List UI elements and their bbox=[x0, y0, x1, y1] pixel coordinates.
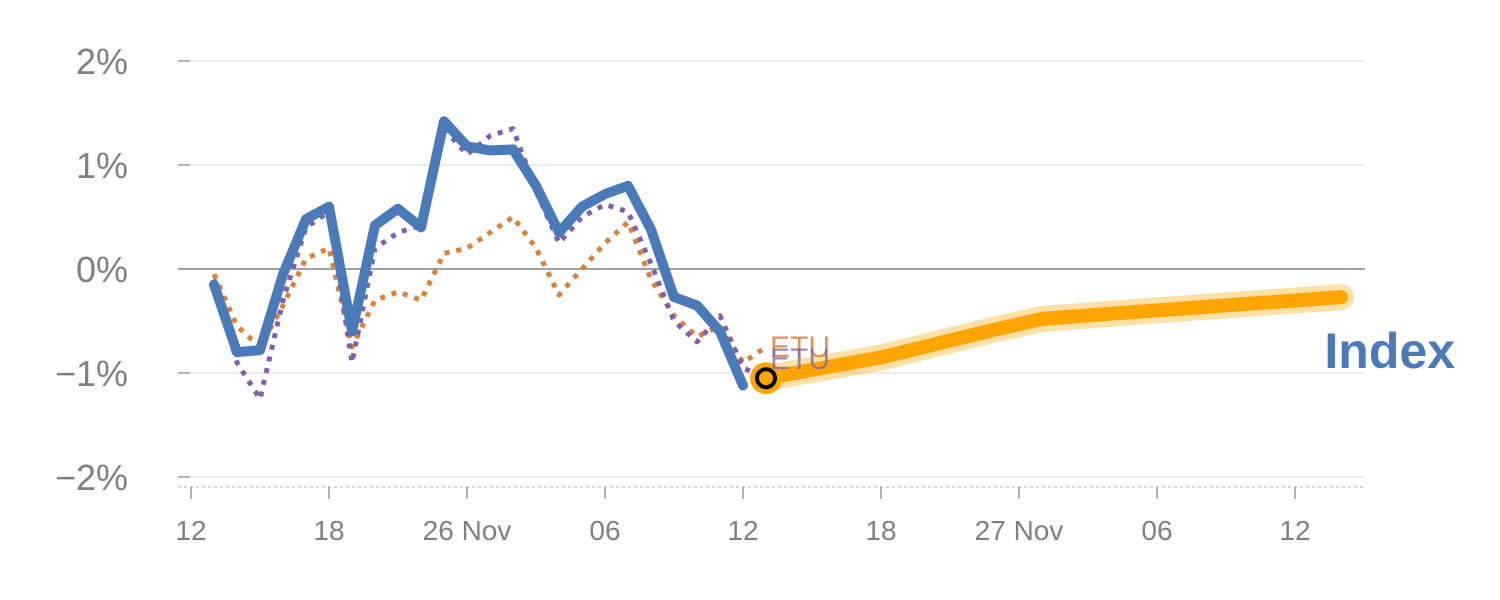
end-marker-outer bbox=[750, 362, 782, 395]
y-tick-label: −2% bbox=[55, 457, 128, 498]
forecast-line bbox=[759, 290, 1348, 386]
end-marker-ring bbox=[755, 367, 777, 390]
y-axis: 2% 1% 0% −1% −2% bbox=[55, 41, 128, 498]
x-tick-label: 06 bbox=[1141, 515, 1172, 546]
x-tick-label: 18 bbox=[865, 515, 896, 546]
series-labels: ETU ETU Index bbox=[770, 323, 1455, 379]
index-series-label: Index bbox=[1324, 323, 1455, 379]
x-tick-label: 18 bbox=[313, 515, 344, 546]
y-tick-label: −1% bbox=[55, 353, 128, 394]
index-series-line bbox=[209, 116, 748, 391]
x-axis: 12 18 26 Nov 06 12 18 27 Nov 06 12 bbox=[175, 486, 1365, 546]
y-tick-label: 0% bbox=[76, 249, 128, 290]
x-tick-label: 12 bbox=[1279, 515, 1310, 546]
x-tick-label: 06 bbox=[589, 515, 620, 546]
x-tick-label: 12 bbox=[175, 515, 206, 546]
etu-label-orange: ETU bbox=[770, 331, 830, 364]
x-tick-label: 27 Nov bbox=[975, 515, 1064, 546]
y-tick-label: 2% bbox=[76, 41, 128, 82]
x-tick-label: 12 bbox=[727, 515, 758, 546]
gridlines bbox=[178, 60, 1365, 478]
etu-label-purple: ETU bbox=[770, 343, 830, 376]
series-group bbox=[209, 116, 1354, 402]
y-tick-label: 1% bbox=[76, 145, 128, 186]
x-tick-label: 26 Nov bbox=[423, 515, 512, 546]
purple-dotted-series-line bbox=[211, 126, 768, 402]
